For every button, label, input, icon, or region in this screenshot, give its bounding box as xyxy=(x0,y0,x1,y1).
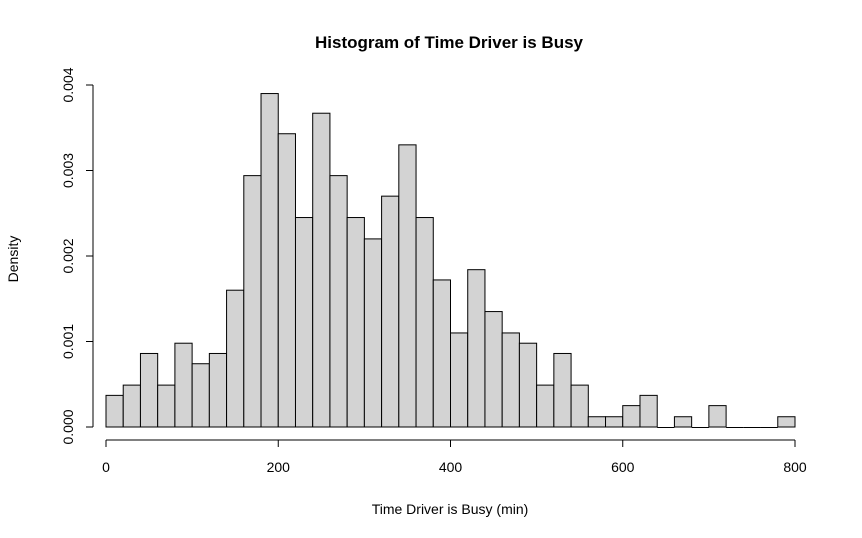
histogram-bar xyxy=(139,352,159,428)
histogram-bar xyxy=(622,405,641,428)
y-tick-label: 0.001 xyxy=(60,324,76,359)
y-tick-label: 0.000 xyxy=(60,409,76,444)
histogram-bar xyxy=(226,289,245,428)
histogram-bar xyxy=(708,405,727,428)
y-tick-label: 0.004 xyxy=(60,67,76,102)
chart-title: Histogram of Time Driver is Busy xyxy=(315,33,584,52)
x-tick-label: 200 xyxy=(267,459,291,475)
histogram-bar xyxy=(467,269,486,428)
histogram-bar xyxy=(312,112,331,428)
histogram-bar xyxy=(381,195,400,428)
histogram-bar xyxy=(518,342,538,428)
histogram-bar xyxy=(329,175,348,428)
histogram-bar xyxy=(174,342,193,428)
histogram-bar xyxy=(605,416,624,428)
histogram-bar xyxy=(415,217,434,428)
histogram-bar xyxy=(536,384,555,428)
x-axis: 0 200 400 600 800 xyxy=(102,439,807,475)
y-axis: 0.000 0.001 0.002 0.003 0.004 xyxy=(60,67,94,445)
x-tick-label: 600 xyxy=(611,459,635,475)
x-tick-label: 0 xyxy=(102,459,110,475)
histogram-bar xyxy=(639,394,658,428)
bars-group xyxy=(105,93,796,428)
histogram-bar xyxy=(450,332,469,428)
y-tick-label: 0.003 xyxy=(60,153,76,188)
x-tick-label: 800 xyxy=(783,459,807,475)
histogram-bar xyxy=(260,93,279,428)
histogram-bar xyxy=(501,332,520,428)
histogram-bar xyxy=(673,416,693,428)
x-tick-label: 400 xyxy=(439,459,463,475)
histogram-bar xyxy=(398,144,417,428)
y-axis-label: Density xyxy=(5,236,21,283)
histogram-bar xyxy=(777,416,796,428)
y-tick-label: 0.002 xyxy=(60,238,76,273)
histogram-bar xyxy=(363,238,383,428)
x-axis-label: Time Driver is Busy (min) xyxy=(372,501,529,517)
histogram-bar xyxy=(484,311,503,428)
histogram-bar xyxy=(277,133,296,428)
histogram-bar xyxy=(553,352,572,428)
histogram-bar xyxy=(122,384,141,428)
histogram-bar xyxy=(587,416,607,428)
histogram-bar xyxy=(432,279,451,428)
histogram-bar xyxy=(294,217,314,428)
histogram-bar xyxy=(208,352,228,428)
histogram-bar xyxy=(157,384,176,428)
histogram-bar xyxy=(570,384,589,428)
histogram-bar xyxy=(243,175,262,428)
histogram-bar xyxy=(191,363,210,428)
histogram-bar xyxy=(105,394,124,428)
histogram-bar xyxy=(346,217,365,428)
